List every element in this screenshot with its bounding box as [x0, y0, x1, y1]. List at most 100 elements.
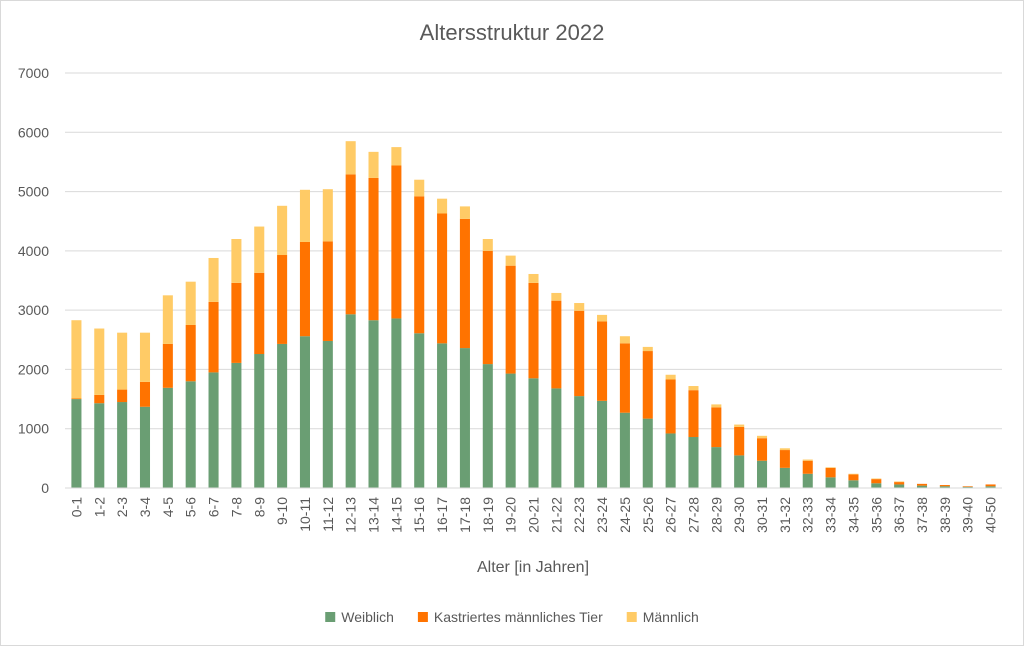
bar-segment [916, 483, 928, 486]
legend-swatch [325, 612, 336, 622]
bar-segment [71, 398, 82, 400]
bar-segment [368, 151, 379, 178]
bar-segment [71, 399, 82, 488]
bar-segment [734, 426, 745, 456]
y-tick-label: 3000 [18, 302, 49, 318]
bar-segment [825, 467, 836, 468]
bar-segment [254, 226, 265, 273]
legend-item: Kastriertes männliches Tier [417, 609, 603, 625]
x-tick-label: 31-32 [777, 497, 793, 533]
bar-segment [871, 483, 882, 488]
bar-segment [94, 394, 105, 404]
x-tick-label: 38-39 [937, 497, 953, 533]
bar-segment [528, 273, 539, 283]
bar-segment [962, 486, 973, 488]
bar-segment [139, 381, 151, 407]
bar-segment [688, 386, 699, 391]
x-tick-label: 27-28 [685, 497, 701, 533]
x-tick-label: 28-29 [708, 497, 724, 533]
bar-segment [825, 467, 836, 478]
bar-segment [459, 348, 470, 488]
y-tick-label: 7000 [18, 65, 49, 81]
bar-segment [185, 324, 196, 382]
x-tick-label: 23-24 [594, 497, 610, 533]
x-tick-label: 24-25 [617, 497, 633, 533]
bar-segment [139, 406, 151, 488]
bar-segment [368, 177, 379, 321]
legend-swatch [626, 612, 637, 622]
bar-segment [299, 241, 310, 337]
bar-segment [528, 378, 539, 488]
bar-segment [642, 346, 653, 352]
bar-segment [779, 448, 790, 451]
bar-segment [619, 336, 630, 344]
bar-segment [482, 239, 493, 251]
x-tick-label: 11-12 [320, 497, 336, 532]
bar-segment [802, 459, 813, 461]
x-tick-label: 1-2 [91, 497, 107, 517]
bar-segment [894, 484, 905, 488]
bar-segment [779, 450, 790, 468]
bar-segment [642, 351, 653, 419]
bar-segment [299, 336, 310, 488]
bar-segment [437, 213, 448, 344]
bar-segment [345, 314, 356, 488]
bar-segment [71, 320, 82, 399]
bar-segment [414, 179, 425, 197]
x-tick-label: 8-9 [251, 497, 267, 517]
bar-segment [254, 272, 265, 355]
bar-segment [574, 303, 585, 311]
bar-segment [711, 404, 722, 408]
legend-label: Männlich [643, 609, 699, 625]
x-tick-label: 30-31 [754, 497, 770, 533]
bar-segment [962, 486, 973, 487]
x-tick-label: 18-19 [480, 497, 496, 533]
bar-segment [482, 364, 493, 488]
x-tick-label: 9-10 [274, 497, 290, 525]
bar-segment [277, 255, 288, 344]
bar-segment [619, 343, 630, 413]
bar-segment [597, 321, 608, 401]
bars [71, 141, 996, 488]
chart-title: Altersstruktur 2022 [420, 20, 605, 45]
bar-segment [208, 301, 219, 373]
bar-segment [185, 381, 196, 488]
bar-segment [528, 282, 539, 379]
bar-segment [414, 196, 425, 334]
bar-segment [185, 281, 196, 325]
x-tick-label: 7-8 [228, 497, 244, 517]
x-tick-label: 12-13 [343, 497, 359, 533]
bar-segment [162, 343, 173, 388]
bar-segment [734, 424, 745, 427]
bar-segment [894, 481, 905, 483]
legend-label: Kastriertes männliches Tier [434, 609, 603, 625]
x-tick-label: 14-15 [388, 497, 404, 533]
bar-segment [117, 332, 128, 390]
x-tick-label: 25-26 [640, 497, 656, 533]
bar-segment [939, 486, 950, 488]
bar-segment [482, 250, 493, 365]
x-tick-label: 37-38 [914, 497, 930, 533]
bar-segment [277, 343, 288, 488]
y-axis-ticks: 0 1000 2000 3000 4000 5000 6000 7000 [18, 65, 49, 496]
bar-segment [597, 400, 608, 488]
bar-segment [871, 479, 882, 484]
legend-swatch [417, 612, 428, 622]
bar-segment [642, 418, 653, 488]
bar-segment [779, 467, 790, 488]
y-tick-label: 1000 [18, 421, 49, 437]
bar-segment [459, 206, 470, 219]
x-tick-label: 13-14 [366, 497, 382, 533]
bar-segment [94, 328, 105, 395]
x-tick-label: 0-1 [68, 497, 84, 517]
bar-segment [894, 482, 905, 485]
bar-segment [939, 485, 950, 487]
bar-segment [916, 485, 928, 488]
bar-segment [94, 403, 105, 488]
y-tick-label: 5000 [18, 184, 49, 200]
x-tick-label: 16-17 [434, 497, 450, 533]
bar-segment [391, 147, 402, 166]
x-axis-ticks: 0-1 1-2 2-3 3-4 4-5 5-6 6-7 7-8 8-9 9-10 10-11 11-1… [68, 497, 998, 533]
bar-segment [345, 174, 356, 315]
